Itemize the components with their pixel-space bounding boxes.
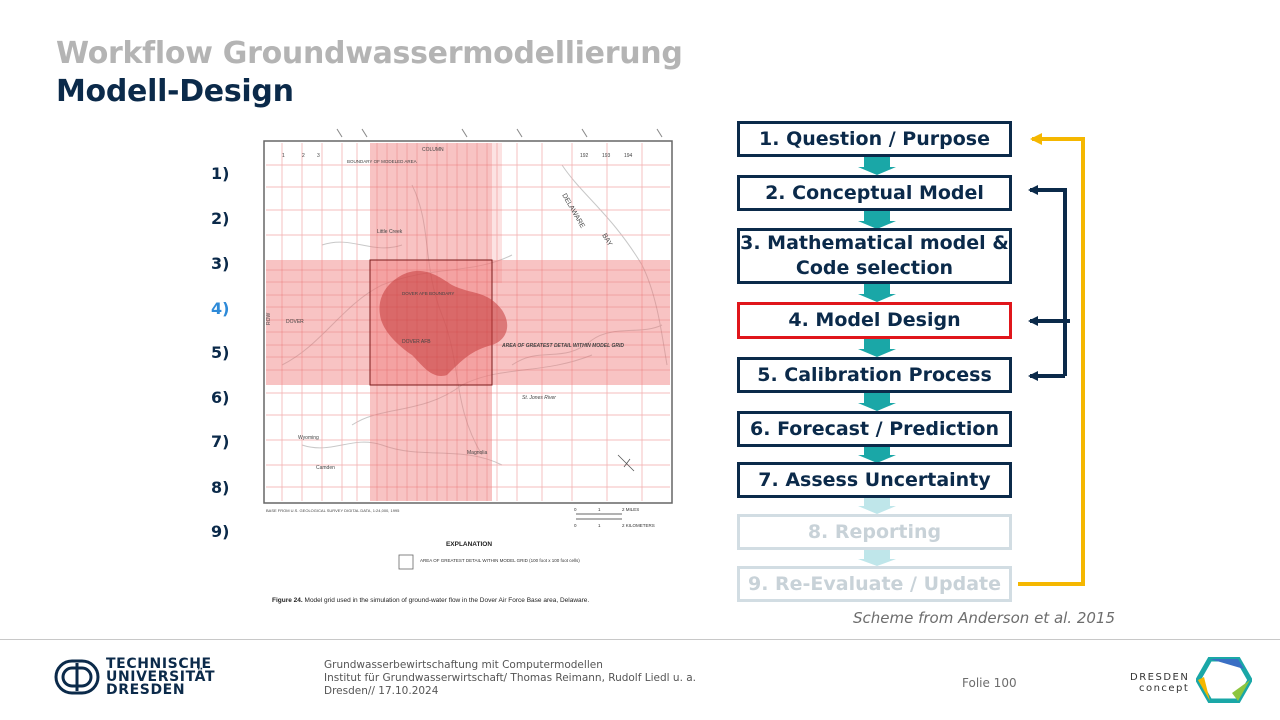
teal-down-arrows bbox=[858, 157, 896, 463]
base-note: BASE FROM U.S. GEOLOGICAL SURVEY DIGITAL… bbox=[266, 508, 400, 513]
area-label: AREA OF GREATEST DETAIL WITHIN MODEL GRI… bbox=[501, 343, 624, 349]
step-number-2: 2) bbox=[211, 209, 230, 228]
scale-one: 1 bbox=[598, 523, 601, 528]
figure-caption: Figure 24. Model grid used in the simula… bbox=[272, 597, 589, 604]
step-mathematical-model: 3. Mathematical model & Code selection bbox=[737, 228, 1012, 284]
place-label: Little Creek bbox=[377, 229, 403, 235]
tud-logo-line: DRESDEN bbox=[106, 682, 186, 698]
footer-institute: Institut für Grundwasserwirtschaft/ Thom… bbox=[324, 672, 697, 684]
step-number-3: 3) bbox=[211, 254, 230, 273]
gold-feedback-loop bbox=[1018, 133, 1085, 586]
place-label: DOVER AFB bbox=[402, 339, 431, 345]
step-number-6: 6) bbox=[211, 388, 230, 407]
step-number-9: 9) bbox=[211, 522, 230, 541]
place-label: St. Jones River bbox=[522, 395, 556, 401]
place-label: DOVER bbox=[286, 319, 304, 325]
col-number: 3 bbox=[317, 153, 320, 159]
scale-zero: 0 bbox=[574, 523, 577, 528]
step-conceptual-model: 2. Conceptual Model bbox=[737, 175, 1012, 211]
explanation-text: AREA OF GREATEST DETAIL WITHIN MODEL GRI… bbox=[420, 558, 580, 563]
scale-km: 2 KILOMETERS bbox=[622, 523, 655, 528]
column-label: COLUMN bbox=[422, 147, 444, 153]
col-number: 2 bbox=[302, 153, 305, 159]
step-reporting: 8. Reporting bbox=[737, 514, 1012, 550]
scale-bar: 0 1 2 MILES 0 1 2 KILOMETERS bbox=[574, 507, 655, 528]
step-number-7: 7) bbox=[211, 432, 230, 451]
dresden-concept-text: DRESDEN concept bbox=[1130, 672, 1189, 694]
navy-feedback-loop bbox=[1028, 185, 1070, 381]
step-number-1: 1) bbox=[211, 164, 230, 183]
step-re-evaluate-update: 9. Re-Evaluate / Update bbox=[737, 566, 1012, 602]
explanation-title: EXPLANATION bbox=[446, 541, 492, 548]
boundary-label: BOUNDARY OF MODELED AREA bbox=[347, 159, 417, 164]
step-question-purpose: 1. Question / Purpose bbox=[737, 121, 1012, 157]
step-number-4: 4) bbox=[211, 299, 230, 318]
tud-logo-text: TECHNISCHE UNIVERSITÄT DRESDEN bbox=[106, 656, 216, 698]
tud-logo-line: TECHNISCHE bbox=[106, 656, 212, 672]
place-label: DOVER AFB BOUNDARY bbox=[402, 291, 454, 296]
model-grid-figure: COLUMN BOUNDARY OF MODELED AREA 1 2 3 19… bbox=[263, 128, 673, 604]
place-label: Camden bbox=[316, 465, 335, 471]
step-forecast-prediction: 6. Forecast / Prediction bbox=[737, 411, 1012, 447]
footer-divider bbox=[0, 639, 1280, 640]
compass-ticks bbox=[336, 128, 663, 138]
tud-logo-line: UNIVERSITÄT bbox=[106, 669, 216, 685]
col-number: 194 bbox=[624, 153, 633, 159]
footer-course: Grundwasserbewirtschaftung mit Computerm… bbox=[324, 659, 603, 671]
step-number-8: 8) bbox=[211, 478, 230, 497]
dresden-concept-line: concept bbox=[1138, 683, 1190, 694]
col-number: 1 bbox=[282, 153, 285, 159]
step-calibration-process: 5. Calibration Process bbox=[737, 357, 1012, 393]
scale-one: 1 bbox=[598, 507, 601, 512]
col-number: 193 bbox=[602, 153, 611, 159]
footer-date: Dresden// 17.10.2024 bbox=[324, 685, 439, 697]
slide-title: Modell-Design bbox=[56, 74, 294, 109]
row-label: ROW bbox=[266, 313, 272, 326]
slide-number: Folie 100 bbox=[962, 676, 1017, 690]
legend-swatch bbox=[398, 554, 414, 570]
step-assess-uncertainty: 7. Assess Uncertainty bbox=[737, 462, 1012, 498]
scale-miles: 2 MILES bbox=[622, 507, 639, 512]
place-label: Wyoming bbox=[298, 435, 319, 441]
tud-logo-icon bbox=[54, 659, 100, 695]
col-number: 192 bbox=[580, 153, 589, 159]
model-grid-lines bbox=[266, 143, 670, 501]
place-label: Magnolia bbox=[467, 450, 488, 456]
dresden-concept-line: DRESDEN bbox=[1130, 672, 1190, 683]
north-arrow bbox=[617, 454, 635, 472]
scheme-caption: Scheme from Anderson et al. 2015 bbox=[853, 609, 1116, 627]
scale-zero: 0 bbox=[574, 507, 577, 512]
presentation-title: Workflow Groundwassermodellierung bbox=[56, 36, 683, 71]
dresden-concept-logo-icon bbox=[1196, 657, 1252, 703]
step-model-design: 4. Model Design bbox=[737, 302, 1012, 339]
dover-afb-area bbox=[379, 270, 508, 376]
step-number-5: 5) bbox=[211, 343, 230, 362]
faded-down-arrows bbox=[858, 498, 896, 566]
